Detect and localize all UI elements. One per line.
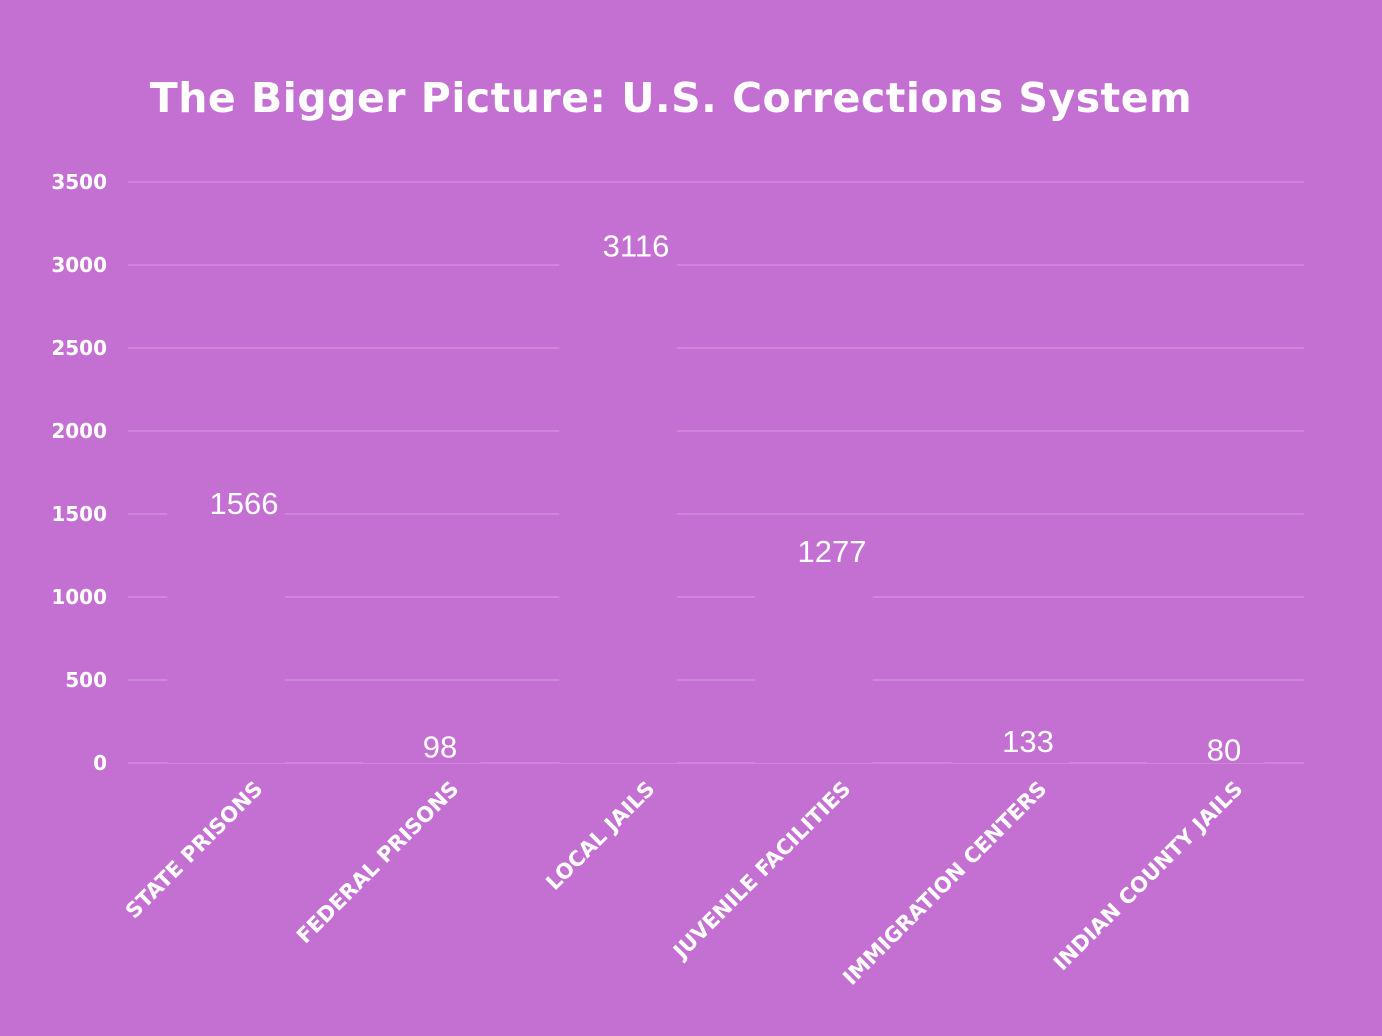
y-tick-label: 3000 bbox=[51, 253, 107, 277]
y-tick-label: 0 bbox=[93, 751, 107, 775]
data-label: 133 bbox=[1002, 724, 1054, 759]
y-tick-label: 2000 bbox=[51, 419, 107, 443]
x-category-label: FEDERAL PRISONS bbox=[292, 777, 464, 949]
x-category-label: JUVENILE FACILITIES bbox=[667, 777, 855, 965]
gridlines bbox=[128, 181, 1304, 764]
bar bbox=[951, 740, 1069, 763]
y-tick-label: 500 bbox=[65, 668, 107, 692]
x-category-label: IMMIGRATION CENTERS bbox=[838, 777, 1051, 990]
y-tick-label: 1000 bbox=[51, 585, 107, 609]
x-axis-category-labels: STATE PRISONS FEDERAL PRISONS LOCAL JAILS J… bbox=[121, 777, 1248, 990]
x-category-label: INDIAN COUNTY JAILS bbox=[1049, 777, 1248, 976]
bar bbox=[1147, 749, 1265, 763]
bar bbox=[755, 551, 873, 763]
y-tick-label: 2500 bbox=[51, 336, 107, 360]
bar bbox=[559, 245, 677, 763]
y-tick-label: 1500 bbox=[51, 502, 107, 526]
data-labels: 1566 98 3116 1277 133 80 bbox=[210, 229, 1242, 768]
data-label: 3116 bbox=[603, 229, 670, 264]
data-label: 80 bbox=[1207, 733, 1241, 768]
data-label: 1277 bbox=[798, 534, 867, 569]
bar bbox=[167, 503, 285, 763]
data-label: 98 bbox=[423, 730, 457, 765]
y-tick-label: 3500 bbox=[51, 170, 107, 194]
data-label: 1566 bbox=[210, 486, 279, 521]
x-category-label: LOCAL JAILS bbox=[541, 777, 659, 895]
bars bbox=[167, 245, 1265, 763]
chart-title: The Bigger Picture: U.S. Corrections Sys… bbox=[149, 74, 1193, 122]
x-category-label: STATE PRISONS bbox=[121, 777, 268, 924]
bar bbox=[363, 746, 481, 763]
y-axis-tick-labels: 0 500 1000 1500 2000 2500 3000 3500 bbox=[51, 170, 107, 775]
